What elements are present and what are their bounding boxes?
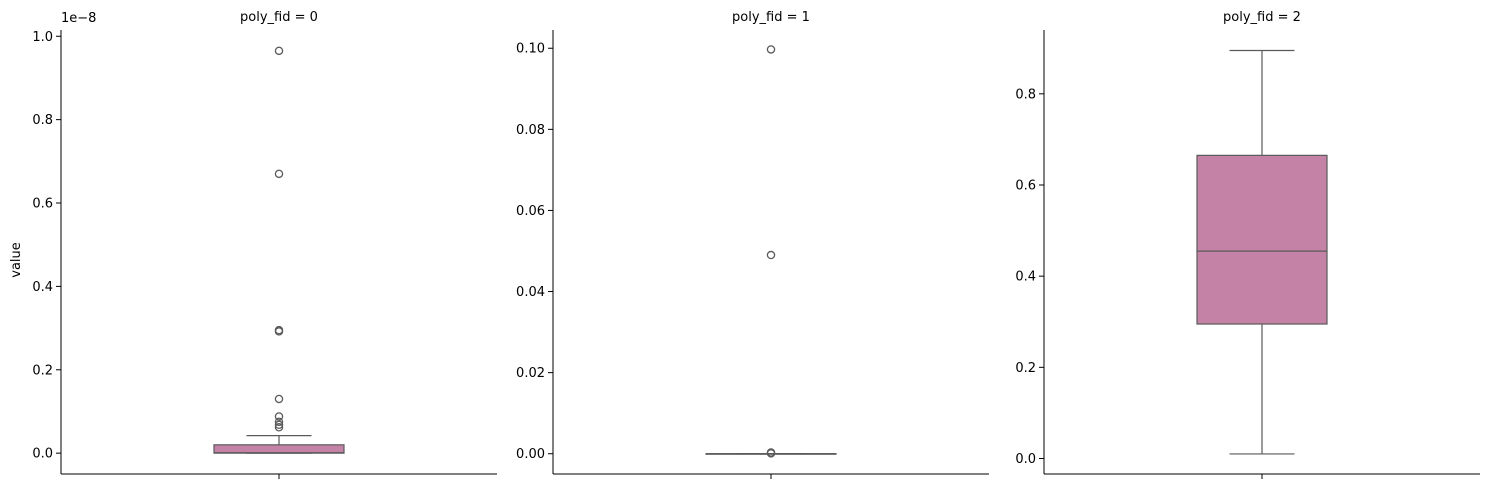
facet-2: poly_fid = 2 0.0 0.2 0.4 0.6 0.8 <box>1015 10 1480 479</box>
box-iqr <box>1196 154 1328 325</box>
y-tick-label: 0.2 <box>32 363 53 378</box>
facet-1: poly_fid = 1 0.00 0.02 0.04 0.06 0.08 0.10 <box>516 10 989 479</box>
y-tick-label: 0.00 <box>516 447 545 462</box>
outlier-point <box>274 394 284 404</box>
y-tick-label: 0.0 <box>1015 452 1036 467</box>
outlier-point <box>274 417 284 427</box>
y-tick-label: 0.06 <box>516 204 545 219</box>
facet-0: poly_fid = 0 0.0 0.2 0.4 0.6 0.8 1.0 1e−8 value <box>9 10 497 479</box>
y-tick-label: 0.8 <box>1015 87 1036 102</box>
facet-title: poly_fid = 1 <box>732 10 810 25</box>
y-tick-label: 0.4 <box>32 280 53 295</box>
outlier-point <box>766 250 776 260</box>
y-tick-label: 0.6 <box>32 197 53 212</box>
y-tick-label: 0.4 <box>1015 270 1036 285</box>
y-tick-label: 0.6 <box>1015 178 1036 193</box>
outlier-point <box>274 423 284 432</box>
outlier-point <box>274 420 284 430</box>
y-axis-title: value <box>9 242 24 278</box>
box-iqr <box>213 444 345 454</box>
facet-title: poly_fid = 0 <box>240 10 318 25</box>
y-tick-label: 0.04 <box>516 285 545 300</box>
facet-title: poly_fid = 2 <box>1223 10 1301 25</box>
y-tick-label: 0.10 <box>516 42 545 57</box>
y-tick-label: 0.08 <box>516 123 545 138</box>
y-tick-label: 0.2 <box>1015 361 1036 376</box>
outlier-point <box>274 169 284 179</box>
outlier-point <box>274 412 284 421</box>
outlier-point <box>274 46 284 56</box>
y-tick-label: 1.0 <box>32 30 53 45</box>
axis-offset-label: 1e−8 <box>61 11 96 26</box>
y-tick-label: 0.0 <box>32 447 53 462</box>
y-tick-label: 0.02 <box>516 366 545 381</box>
outlier-point <box>274 327 284 336</box>
outlier-point <box>766 449 776 458</box>
outlier-point <box>766 45 776 54</box>
y-tick-label: 0.8 <box>32 113 53 128</box>
